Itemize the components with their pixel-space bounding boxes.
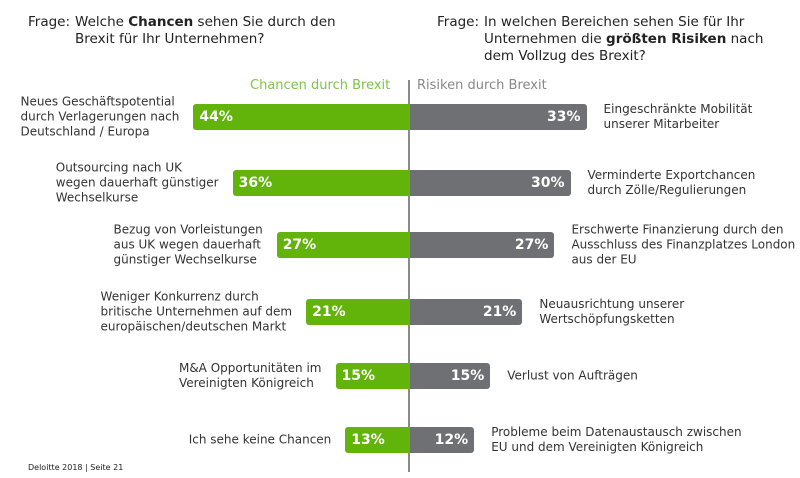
chancen-category-label: M&A Opportunitäten im Vereinigten Königre… xyxy=(178,361,322,390)
question-text: dem Vollzug des Brexit? xyxy=(484,48,646,64)
question-text: sehen Sie durch den xyxy=(193,14,336,30)
legend-chancen: Chancen durch Brexit xyxy=(250,78,391,93)
risiken-bar: 27% xyxy=(410,232,555,258)
right-question: Frage: In welchen Bereichen sehen Sie fü… xyxy=(437,14,763,65)
risiken-category-label: Erschwerte Finanzierung durch den Ausschl… xyxy=(571,222,796,267)
risiken-bar: 33% xyxy=(410,104,587,130)
risiken-category-label: Verminderte Exportchancen durch Zölle/Reg… xyxy=(587,168,756,197)
question-text: Brexit für Ihr Unternehmen? xyxy=(75,31,265,47)
question-text: Unternehmen die xyxy=(484,31,607,47)
question-prefix: Frage: xyxy=(28,14,71,30)
chancen-bar: 36% xyxy=(232,170,409,196)
risiken-category-label: Eingeschränkte Mobilität unserer Mitarbei… xyxy=(603,102,753,131)
question-emphasis: größten Risiken xyxy=(606,31,727,47)
chancen-category-label: Weniger Konkurrenz durch britische Untern… xyxy=(100,289,293,334)
risiken-category-label: Neuausrichtung unserer Wertschöpfungskett… xyxy=(539,297,685,326)
center-axis xyxy=(408,80,410,472)
question-prefix: Frage: xyxy=(437,14,480,30)
question-emphasis: Chancen xyxy=(128,14,194,30)
chancen-category-label: Ich sehe keine Chancen xyxy=(188,432,332,447)
chancen-category-label: Neues Geschäftspotential durch Verlagerun… xyxy=(20,94,180,139)
chancen-category-label: Outsourcing nach UK wegen dauerhaft günst… xyxy=(55,160,219,205)
question-text: nach xyxy=(726,31,764,47)
legend-risiken: Risiken durch Brexit xyxy=(417,78,547,93)
footer: Deloitte 2018 | Seite 21 xyxy=(28,463,124,472)
question-text: Welche xyxy=(75,14,129,30)
left-question: Frage: Welche Chancen sehen Sie durch de… xyxy=(28,14,336,48)
risiken-bar: 15% xyxy=(410,363,491,389)
chancen-bar: 13% xyxy=(345,427,409,453)
question-text: In welchen Bereichen sehen Sie für Ihr xyxy=(484,14,745,30)
chancen-bar: 27% xyxy=(276,232,409,258)
risiken-bar: 30% xyxy=(410,170,571,196)
risiken-category-label: Verlust von Aufträgen xyxy=(507,368,638,383)
chancen-bar: 44% xyxy=(193,104,409,130)
chancen-bar: 21% xyxy=(306,299,409,325)
risiken-category-label: Probleme beim Datenaustausch zwischen EU … xyxy=(491,425,742,454)
risiken-bar: 12% xyxy=(410,427,475,453)
chancen-category-label: Bezug von Vorleistungen aus UK wegen daue… xyxy=(113,222,263,267)
risiken-bar: 21% xyxy=(410,299,523,325)
chancen-bar: 15% xyxy=(335,363,409,389)
